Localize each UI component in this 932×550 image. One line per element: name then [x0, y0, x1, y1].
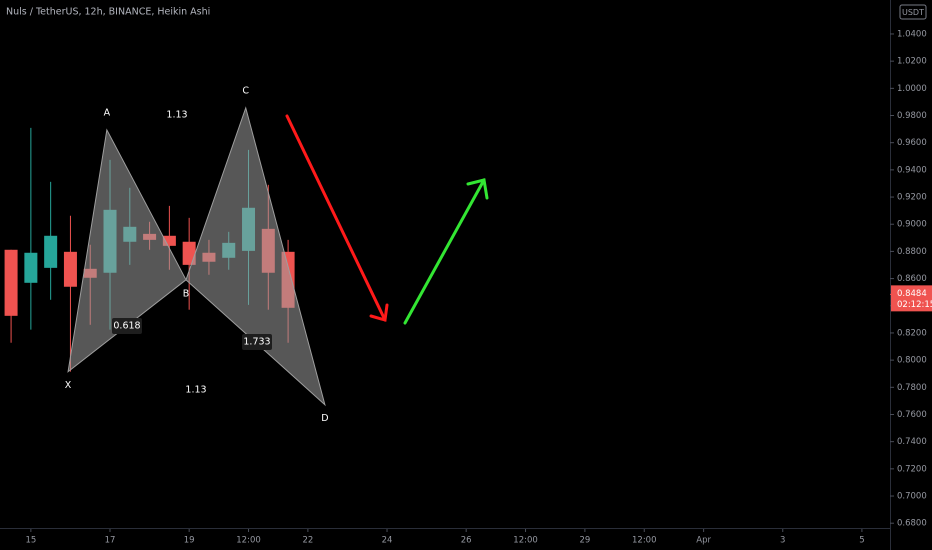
- candle-body: [63, 251, 77, 287]
- pattern-point-label: X: [65, 380, 72, 391]
- x-tick-label: 5: [859, 536, 864, 546]
- down-arrow: [285, 114, 389, 322]
- candle-body: [24, 252, 38, 283]
- x-tick-label: 19: [184, 536, 195, 546]
- x-tick-label: 15: [25, 536, 36, 546]
- ratio-label: 1.13: [166, 110, 187, 121]
- candle-body: [44, 235, 58, 268]
- ratio-label: 0.618: [113, 321, 140, 332]
- x-tick-label: 12:00: [632, 536, 657, 546]
- pattern-point-label: A: [104, 107, 111, 118]
- x-tick-label: 3: [780, 536, 785, 546]
- ratio-box: [242, 334, 272, 350]
- x-tick-label: 12:00: [236, 536, 261, 546]
- y-tick-label: 0.8600: [897, 274, 927, 284]
- y-tick-label: 1.0000: [897, 84, 927, 94]
- y-tick-label: 0.7000: [897, 492, 927, 502]
- candle-body: [4, 249, 18, 316]
- ratio-label: 1.13: [185, 385, 206, 396]
- currency-box[interactable]: [899, 4, 927, 20]
- y-tick-label: 0.8200: [897, 328, 927, 338]
- x-tick-label: 17: [105, 536, 116, 546]
- y-tick-label: 1.0200: [897, 57, 927, 67]
- y-tick-label: 0.9000: [897, 220, 927, 230]
- y-tick-label: 0.9600: [897, 138, 927, 148]
- candle-body: [162, 235, 176, 246]
- axes: 1.0400 1.0200 1.0000 0.9800 0.9600 0.9400 0.92…: [25, 29, 932, 546]
- x-tick-label: Apr: [696, 536, 711, 546]
- y-tick-label: 0.9200: [897, 193, 927, 203]
- y-tick-label: 0.8000: [897, 356, 927, 366]
- ratio-label: 1.733: [243, 337, 270, 348]
- y-tick-label: 0.7800: [897, 383, 927, 393]
- up-arrow: [403, 178, 489, 325]
- x-tick-label: 12:00: [513, 536, 538, 546]
- y-tick-label: 0.7400: [897, 437, 927, 447]
- x-tick-label: 26: [461, 536, 472, 546]
- y-tick-label: 0.9400: [897, 165, 927, 175]
- ratio-box: [112, 318, 142, 334]
- y-tick-label: 0.7200: [897, 464, 927, 474]
- x-tick-label: 29: [579, 536, 590, 546]
- y-tick-label: 0.7600: [897, 410, 927, 420]
- candle-body: [182, 241, 196, 265]
- x-tick-label: 24: [382, 536, 393, 546]
- pattern-point-label: C: [242, 85, 249, 96]
- last-price-box: [891, 285, 932, 312]
- chart-title: Nuls / TetherUS, 12h, BINANCE, Heikin As…: [6, 7, 210, 18]
- countdown-label: 02:12:15: [897, 300, 932, 310]
- y-tick-label: 0.9800: [897, 111, 927, 121]
- y-tick-label: 0.6800: [897, 519, 927, 529]
- y-tick-label: 1.0400: [897, 29, 927, 39]
- pattern-point-label: D: [321, 413, 328, 424]
- currency-label[interactable]: USDT: [902, 8, 924, 17]
- last-price-label: 0.8484: [897, 289, 927, 299]
- pattern-point-label: B: [183, 288, 190, 299]
- y-tick-label: 0.8800: [897, 247, 927, 257]
- x-tick-label: 22: [302, 536, 313, 546]
